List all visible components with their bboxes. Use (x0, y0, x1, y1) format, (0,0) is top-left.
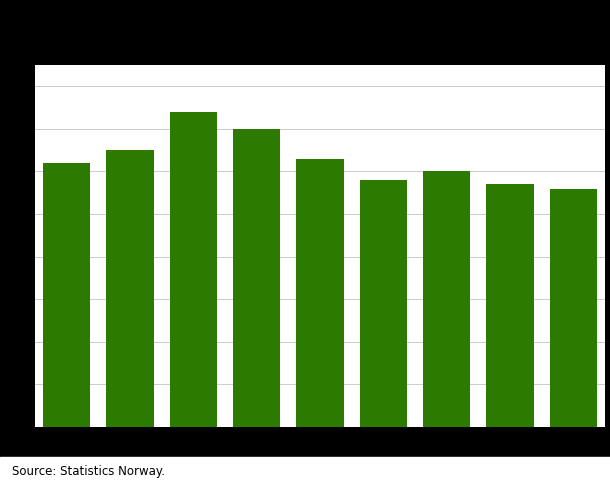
Bar (106, 150, 154, 427)
Bar (43, 163, 90, 427)
Bar (296, 159, 344, 427)
Bar (423, 171, 470, 427)
Bar (550, 188, 597, 427)
Bar (170, 112, 217, 427)
Text: Source: Statistics Norway.: Source: Statistics Norway. (12, 466, 165, 479)
Bar (486, 184, 534, 427)
Bar (359, 180, 407, 427)
Bar (233, 129, 281, 427)
